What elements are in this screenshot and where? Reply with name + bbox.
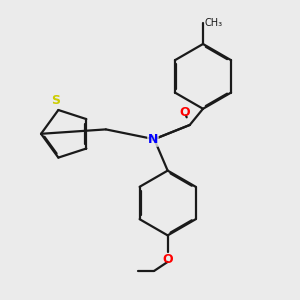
Text: CH₃: CH₃ bbox=[205, 18, 223, 28]
Text: O: O bbox=[162, 253, 173, 266]
Text: O: O bbox=[179, 106, 190, 118]
Text: N: N bbox=[148, 133, 158, 146]
Text: S: S bbox=[51, 94, 60, 107]
